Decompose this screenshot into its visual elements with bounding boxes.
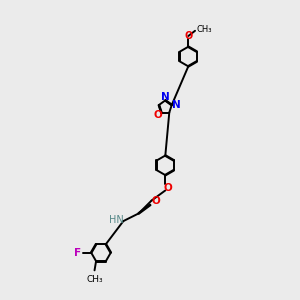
Text: HN: HN bbox=[109, 214, 124, 225]
Text: O: O bbox=[163, 183, 172, 193]
Text: O: O bbox=[152, 196, 160, 206]
Text: N: N bbox=[172, 100, 181, 110]
Text: F: F bbox=[74, 248, 81, 258]
Text: CH₃: CH₃ bbox=[86, 275, 103, 284]
Text: CH₃: CH₃ bbox=[197, 26, 212, 34]
Text: O: O bbox=[184, 31, 192, 41]
Text: N: N bbox=[161, 92, 170, 102]
Text: O: O bbox=[153, 110, 162, 120]
